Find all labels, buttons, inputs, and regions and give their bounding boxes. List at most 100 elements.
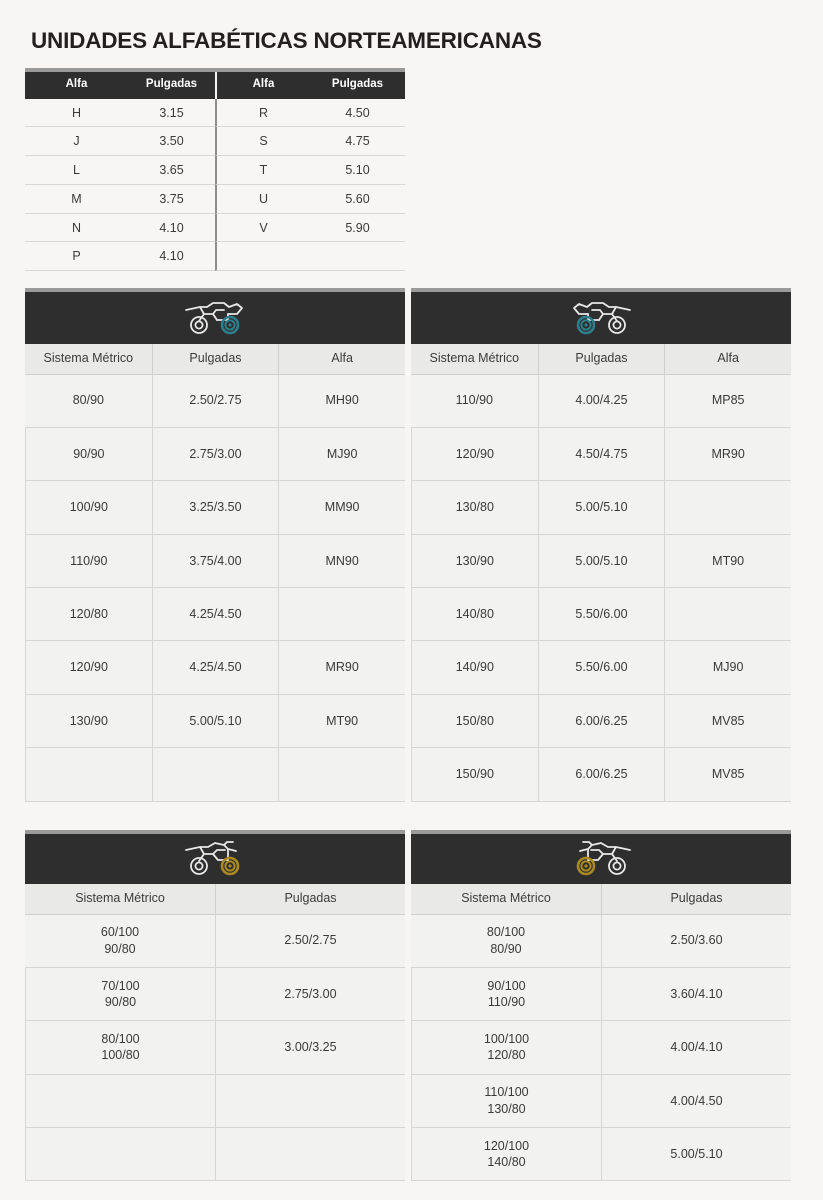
- column-header-sistema-metrico: Sistema Métrico: [429, 351, 520, 365]
- panel-body: 80/100 80/90 2.50/3.60 90/100 110/90 3.6…: [411, 914, 791, 1182]
- table-cell: [664, 588, 791, 642]
- panel-icon-bar: [411, 834, 791, 884]
- table-cell: 6.00/6.25: [537, 748, 665, 802]
- table-cell: 100/100 120/80: [411, 1021, 601, 1075]
- table-cell: M: [25, 184, 128, 214]
- table-cell: 5.90: [310, 213, 405, 243]
- table-cell: 90/100 110/90: [411, 967, 601, 1022]
- table-cell: 130/80: [411, 481, 538, 535]
- table-cell: 2.50/2.75: [215, 914, 405, 968]
- table-cell: 3.65: [128, 156, 215, 185]
- table-cell: 80/100 80/90: [411, 914, 601, 968]
- table-cell: MR90: [664, 427, 791, 482]
- table-cell: 110/90: [411, 374, 538, 428]
- table-cell: 5.60: [310, 184, 405, 214]
- column-header-sistema-metrico: Sistema Métrico: [75, 891, 165, 905]
- table-cell: 4.25/4.50: [151, 588, 279, 642]
- table-cell: MM90: [278, 481, 405, 535]
- table-cell: MN90: [278, 534, 405, 589]
- table-cell: [25, 748, 152, 802]
- column-header-pulgadas: Pulgadas: [215, 884, 405, 914]
- panel-icon-bar: [25, 292, 405, 344]
- table-cell: MP85: [664, 374, 791, 428]
- offroad-tire-table: Sistema Métrico Pulgadas 60/100 90/80 2.…: [25, 830, 791, 1182]
- table-cell: 4.00/4.25: [537, 374, 665, 428]
- table-cell: N: [25, 213, 128, 243]
- table-cell: 6.00/6.25: [537, 694, 665, 749]
- table-cell: 140/80: [411, 588, 538, 642]
- table-cell: 5.00/5.10: [151, 694, 279, 749]
- table-top-strip: [25, 830, 405, 834]
- table-cell: [215, 242, 310, 272]
- column-header-sistema-metrico: Sistema Métrico: [461, 891, 551, 905]
- table-cell: 3.00/3.25: [215, 1021, 405, 1075]
- offroad-panel-rear: Sistema Métrico Pulgadas 60/100 90/80 2.…: [25, 830, 405, 1182]
- table-cell: 2.75/3.00: [151, 427, 279, 482]
- table-cell: 3.15: [128, 98, 215, 128]
- table-cell: H: [25, 98, 128, 128]
- table-cell: 80/100 100/80: [25, 1021, 215, 1075]
- table-cell: 4.75: [310, 127, 405, 157]
- table-cell: 110/100 130/80: [411, 1074, 601, 1129]
- table-cell: 5.00/5.10: [601, 1128, 791, 1182]
- table-cell: 3.50: [128, 127, 215, 157]
- table-cell: [664, 481, 791, 535]
- motorcycle-street-rear-wheel-icon: [180, 298, 250, 338]
- alphabetic-units-table: Alfa Pulgadas Alfa Pulgadas H 3.15 R 4.5…: [25, 68, 405, 272]
- table-cell: 110/90: [25, 534, 152, 589]
- street-panel-front: Sistema Métrico Pulgadas Alfa 110/90 4.0…: [411, 288, 791, 802]
- panel-subheader-row: Sistema Métrico Pulgadas Alfa: [25, 344, 405, 375]
- table-cell: 120/90: [25, 641, 152, 695]
- table-cell: [151, 748, 279, 802]
- table-cell: 4.00/4.50: [601, 1074, 791, 1129]
- panel-icon-bar: [411, 292, 791, 344]
- table-cell: 5.50/6.00: [537, 588, 665, 642]
- table-cell: R: [215, 98, 310, 128]
- table-cell: MJ90: [664, 641, 791, 695]
- column-header-pulgadas-left: Pulgadas: [128, 72, 215, 99]
- column-header-alfa-left: Alfa: [25, 72, 128, 99]
- table-cell: U: [215, 184, 310, 214]
- table-cell: 4.50/4.75: [537, 427, 665, 482]
- column-header-alfa: Alfa: [278, 344, 405, 374]
- table-top-strip: [25, 68, 405, 72]
- table-cell: 3.25/3.50: [151, 481, 279, 535]
- table-cell: 90/90: [25, 427, 152, 482]
- table-cell: 2.75/3.00: [215, 967, 405, 1022]
- table-cell: [25, 1074, 215, 1129]
- column-header-alfa-right: Alfa: [215, 72, 310, 99]
- table-cell: 3.60/4.10: [601, 967, 791, 1022]
- column-header-alfa: Alfa: [664, 344, 791, 374]
- column-header-pulgadas: Pulgadas: [601, 884, 791, 914]
- table-cell: 70/100 90/80: [25, 967, 215, 1022]
- table-cell: [215, 1128, 405, 1182]
- table-cell: 140/90: [411, 641, 538, 695]
- table-cell: 120/90: [411, 427, 538, 482]
- motorcycle-dirt-front-wheel-icon: [566, 839, 636, 879]
- panel-icon-bar: [25, 834, 405, 884]
- table-cell: MT90: [664, 534, 791, 589]
- table-cell: 3.75/4.00: [151, 534, 279, 589]
- column-header-pulgadas: Pulgadas: [537, 344, 665, 374]
- table-cell: [25, 1128, 215, 1182]
- table-cell: [310, 242, 405, 272]
- table-cell: 4.25/4.50: [151, 641, 279, 695]
- street-panel-rear: Sistema Métrico Pulgadas Alfa 80/90 2.50…: [25, 288, 405, 802]
- motorcycle-dirt-rear-wheel-icon: [180, 839, 250, 879]
- table-cell: 4.00/4.10: [601, 1021, 791, 1075]
- panel-subheader-row: Sistema Métrico Pulgadas Alfa: [411, 344, 791, 375]
- table-cell: 5.00/5.10: [537, 534, 665, 589]
- table-cell: MR90: [278, 641, 405, 695]
- column-header-sistema-metrico: Sistema Métrico: [43, 351, 134, 365]
- table-cell: MT90: [278, 694, 405, 749]
- table-cell: V: [215, 213, 310, 243]
- table-top-strip: [25, 288, 405, 292]
- table-cell: 150/80: [411, 694, 538, 749]
- column-header-pulgadas-right: Pulgadas: [310, 72, 405, 99]
- table-cell: MV85: [664, 748, 791, 802]
- table-cell: 5.50/6.00: [537, 641, 665, 695]
- table-cell: 4.10: [128, 213, 215, 243]
- table-cell: [278, 748, 405, 802]
- table-cell: 80/90: [25, 374, 152, 428]
